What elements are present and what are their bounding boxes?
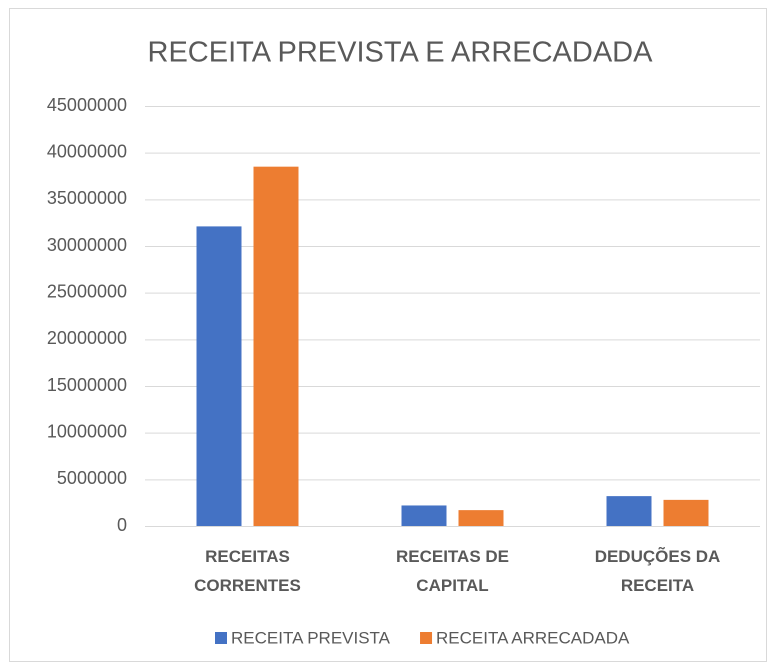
bar [458,510,504,526]
x-tick-label-box: RECEITAS CORRENTES [194,547,301,595]
y-tick-label: 25000000 [47,281,127,301]
legend-label: RECEITA PREVISTA [231,628,391,647]
y-tick-label: 0 [117,515,127,535]
x-tick-label: RECEITAS DE CAPITAL [395,547,510,595]
y-tick-label: 10000000 [47,421,127,441]
bar [253,166,299,526]
bar [663,499,709,526]
y-tick-label: 40000000 [47,141,127,161]
bar [401,505,447,526]
legend-swatch [420,632,433,644]
x-tick-label: DEDUÇÕES DA RECEITA [594,547,721,595]
y-tick-label: 20000000 [47,328,127,348]
legend-label: RECEITA ARRECADADA [436,628,630,647]
legend-swatch [215,632,227,644]
y-tick-label: 5000000 [57,468,127,488]
x-tick-label-box: RECEITAS DE CAPITAL [395,547,510,595]
y-tick-label: 35000000 [47,188,127,208]
y-tick-label: 30000000 [47,235,127,255]
x-tick-label-box: DEDUÇÕES DA RECEITA [594,547,721,595]
bar [196,226,242,526]
bar [606,496,652,526]
chart-border [9,8,767,662]
y-tick-label: 45000000 [47,95,127,115]
y-tick-label: 15000000 [47,375,127,395]
chart-title: RECEITA PREVISTA E ARRECADADA [148,37,654,69]
x-tick-label: RECEITAS CORRENTES [194,547,301,595]
